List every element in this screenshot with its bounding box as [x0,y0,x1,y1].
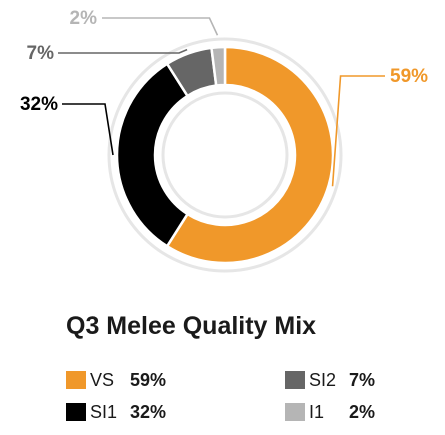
legend-value: 7% [349,369,376,390]
callout-line-si2 [58,48,188,54]
callout-label-vs: 59% [390,66,428,87]
legend-swatch [66,371,86,389]
legend-label: SI1 [90,401,118,422]
inner-ring [161,91,289,219]
legend-label: VS [90,369,115,390]
legend-value: 59% [130,369,167,390]
legend-swatch [285,371,305,389]
callout-label-si1: 32% [20,94,58,115]
donut-slice-si1 [115,62,190,248]
legend-swatch [66,403,86,421]
legend-item-vs: VS 59% [66,369,166,391]
callout-label-i1: 2% [70,8,98,29]
chart-title: Q3 Melee Quality Mix [66,312,317,340]
donut-chart: 59% 32% 7% 2% [20,8,428,273]
callout-line-i1 [102,17,219,36]
outer-ring [107,37,343,273]
callout-label-si2: 7% [27,43,55,64]
callout-line-si1 [62,103,114,156]
legend-swatch [285,403,305,421]
legend-item-si1: SI1 32% [66,401,166,423]
legend-value: 2% [349,401,376,422]
legend-label: SI2 [309,369,337,390]
donut-slice-i1 [210,45,227,87]
legend-item-i1: I1 2% [285,401,375,423]
callout-line-vs [331,75,385,187]
legend-value: 32% [130,401,167,422]
donut-slice-vs [165,45,335,265]
legend-item-si2: SI2 7% [285,369,375,391]
legend-label: I1 [309,401,325,422]
